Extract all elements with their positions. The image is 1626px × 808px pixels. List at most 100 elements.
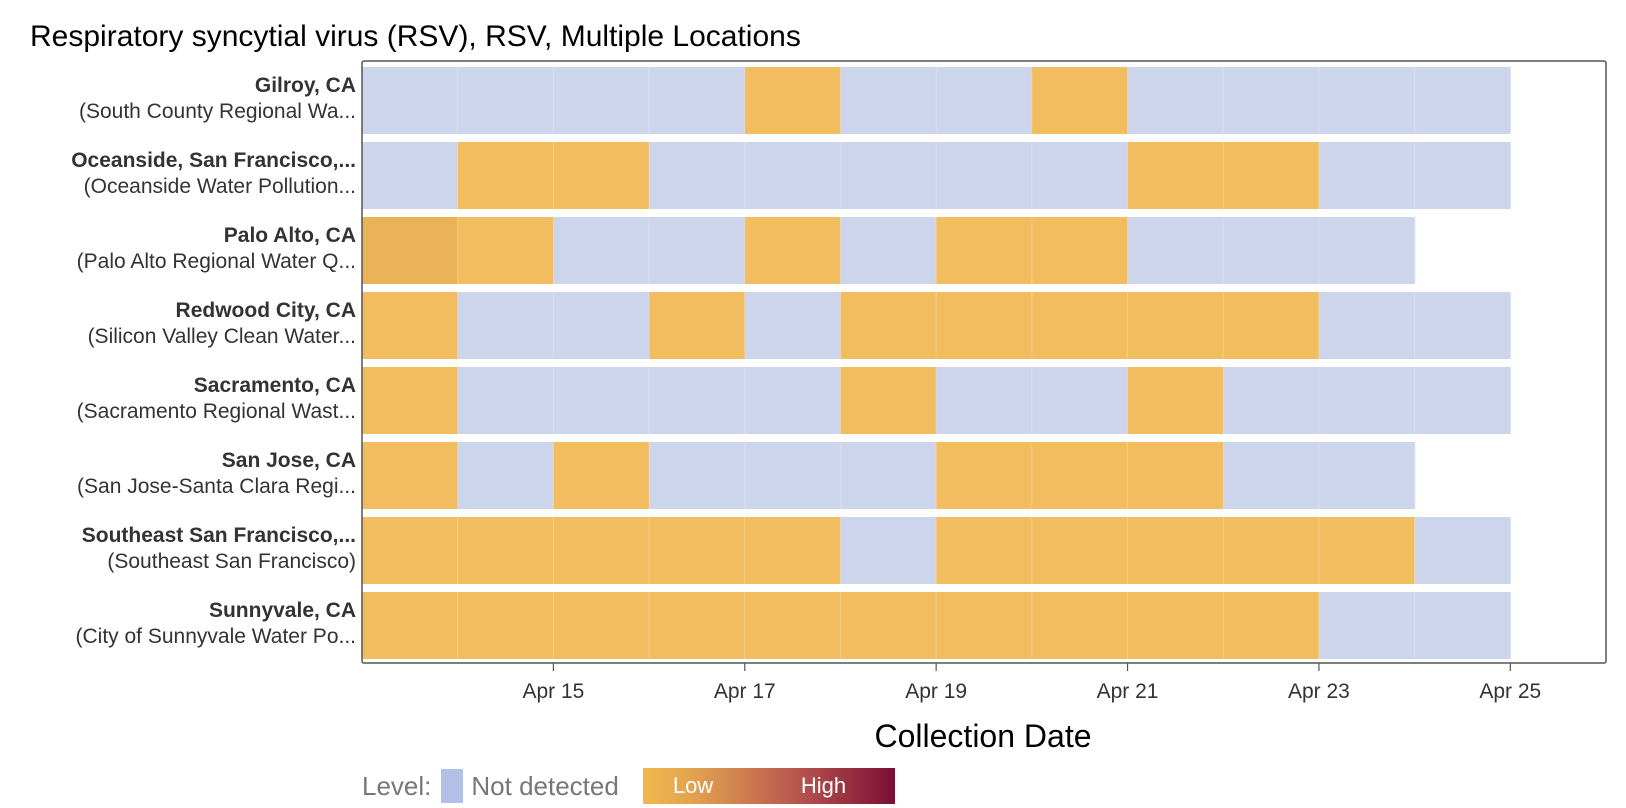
heatmap-cell[interactable]: [649, 517, 746, 584]
heatmap-cell[interactable]: [649, 142, 746, 209]
heatmap-cell[interactable]: [1127, 592, 1224, 659]
heatmap-cell[interactable]: [1031, 517, 1129, 584]
heatmap-cell[interactable]: [840, 367, 937, 434]
heatmap-cell[interactable]: [936, 142, 1033, 209]
heatmap-cell[interactable]: [1223, 367, 1320, 434]
heatmap-cell[interactable]: [1223, 217, 1320, 284]
heatmap-cell[interactable]: [457, 367, 554, 434]
heatmap-cell[interactable]: [1318, 292, 1416, 359]
heatmap-cell[interactable]: [840, 592, 937, 659]
heatmap-cell[interactable]: [1127, 217, 1224, 284]
heatmap-cell[interactable]: [649, 217, 746, 284]
heatmap-cell[interactable]: [1414, 142, 1511, 209]
heatmap-cell[interactable]: [936, 67, 1033, 134]
heatmap-cell[interactable]: [1031, 292, 1129, 359]
heatmap-cell[interactable]: [1223, 142, 1320, 209]
heatmap-cell[interactable]: [1318, 592, 1416, 659]
heatmap-cell[interactable]: [936, 442, 1033, 509]
row-label: Gilroy, CA (South County Regional Wa...: [79, 73, 356, 125]
heatmap-cell[interactable]: [1414, 367, 1511, 434]
heatmap-cell[interactable]: [1223, 517, 1320, 584]
heatmap-cell[interactable]: [457, 142, 554, 209]
heatmap-cell[interactable]: [744, 517, 842, 584]
heatmap-cell[interactable]: [1127, 442, 1224, 509]
heatmap-cell[interactable]: [1318, 217, 1416, 284]
heatmap-cell[interactable]: [457, 592, 554, 659]
heatmap-cell[interactable]: [362, 292, 459, 359]
heatmap-cell[interactable]: [1031, 67, 1129, 134]
heatmap-cell[interactable]: [649, 292, 746, 359]
heatmap-cell[interactable]: [362, 367, 459, 434]
heatmap-cell[interactable]: [649, 442, 746, 509]
heatmap-cell[interactable]: [840, 442, 937, 509]
heatmap-cell[interactable]: [362, 517, 459, 584]
heatmap-cell[interactable]: [1223, 67, 1320, 134]
row-label-city: Redwood City, CA: [175, 299, 356, 322]
heatmap-cell[interactable]: [553, 517, 650, 584]
heatmap-cell[interactable]: [1031, 142, 1129, 209]
heatmap-cell[interactable]: [840, 217, 937, 284]
heatmap-cell[interactable]: [362, 67, 459, 134]
heatmap-cell[interactable]: [1031, 217, 1129, 284]
heatmap-cell[interactable]: [1031, 367, 1129, 434]
heatmap-cell[interactable]: [649, 592, 746, 659]
heatmap-cell[interactable]: [362, 592, 459, 659]
heatmap-cell[interactable]: [744, 442, 842, 509]
heatmap-cell[interactable]: [936, 517, 1033, 584]
heatmap-cell[interactable]: [362, 142, 459, 209]
heatmap-plot: Apr 15 Apr 17 Apr 19 Apr 21 Apr 23 Apr 25: [361, 60, 1607, 703]
heatmap-cell[interactable]: [1318, 517, 1416, 584]
heatmap-cell[interactable]: [1127, 67, 1224, 134]
heatmap-cell[interactable]: [744, 592, 842, 659]
heatmap-cell[interactable]: [1414, 517, 1511, 584]
heatmap-cell[interactable]: [1318, 67, 1416, 134]
heatmap-cell[interactable]: [1223, 592, 1320, 659]
heatmap-cell[interactable]: [744, 67, 842, 134]
heatmap-cell[interactable]: [1318, 142, 1416, 209]
heatmap-cell[interactable]: [744, 217, 842, 284]
heatmap-cell[interactable]: [1127, 517, 1224, 584]
heatmap-cell[interactable]: [362, 217, 459, 284]
heatmap-cell[interactable]: [457, 292, 554, 359]
heatmap-cell[interactable]: [744, 142, 842, 209]
row-label: San Jose, CA (San Jose-Santa Clara Regi..…: [77, 448, 356, 500]
heatmap-cell[interactable]: [553, 142, 650, 209]
heatmap-cell[interactable]: [457, 517, 554, 584]
heatmap-cell[interactable]: [1223, 442, 1320, 509]
heatmap-cell[interactable]: [744, 292, 842, 359]
heatmap-cell[interactable]: [553, 367, 650, 434]
heatmap-cell[interactable]: [1031, 592, 1129, 659]
x-tick-label: Apr 19: [905, 680, 967, 703]
heatmap-cell[interactable]: [1414, 67, 1511, 134]
heatmap-cell[interactable]: [553, 67, 650, 134]
heatmap-cell[interactable]: [553, 217, 650, 284]
heatmap-cell[interactable]: [1031, 442, 1129, 509]
heatmap-cell[interactable]: [457, 442, 554, 509]
heatmap-cell[interactable]: [1127, 142, 1224, 209]
heatmap-cell[interactable]: [1414, 292, 1511, 359]
heatmap-cell[interactable]: [840, 142, 937, 209]
heatmap-cell[interactable]: [936, 292, 1033, 359]
heatmap-cell[interactable]: [1318, 442, 1416, 509]
heatmap-cell[interactable]: [1318, 367, 1416, 434]
heatmap-cell[interactable]: [1223, 292, 1320, 359]
row-label-city: Oceanside, San Francisco,...: [71, 149, 356, 172]
heatmap-cell[interactable]: [1414, 592, 1511, 659]
heatmap-cell[interactable]: [744, 367, 842, 434]
heatmap-cell[interactable]: [1127, 292, 1224, 359]
heatmap-cell[interactable]: [840, 292, 937, 359]
heatmap-cell[interactable]: [553, 592, 650, 659]
heatmap-cell[interactable]: [553, 442, 650, 509]
heatmap-cell[interactable]: [457, 217, 554, 284]
heatmap-cell[interactable]: [553, 292, 650, 359]
heatmap-cell[interactable]: [936, 367, 1033, 434]
heatmap-cell[interactable]: [362, 442, 459, 509]
heatmap-cell[interactable]: [840, 67, 937, 134]
heatmap-cell[interactable]: [1127, 367, 1224, 434]
heatmap-cell[interactable]: [840, 517, 937, 584]
heatmap-cell[interactable]: [936, 592, 1033, 659]
heatmap-cell[interactable]: [649, 67, 746, 134]
heatmap-cell[interactable]: [457, 67, 554, 134]
heatmap-cell[interactable]: [936, 217, 1033, 284]
heatmap-cell[interactable]: [649, 367, 746, 434]
